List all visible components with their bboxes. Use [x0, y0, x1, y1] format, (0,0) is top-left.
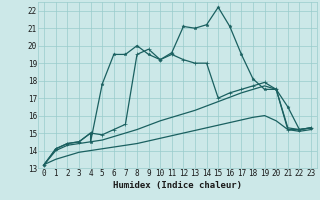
X-axis label: Humidex (Indice chaleur): Humidex (Indice chaleur)	[113, 181, 242, 190]
